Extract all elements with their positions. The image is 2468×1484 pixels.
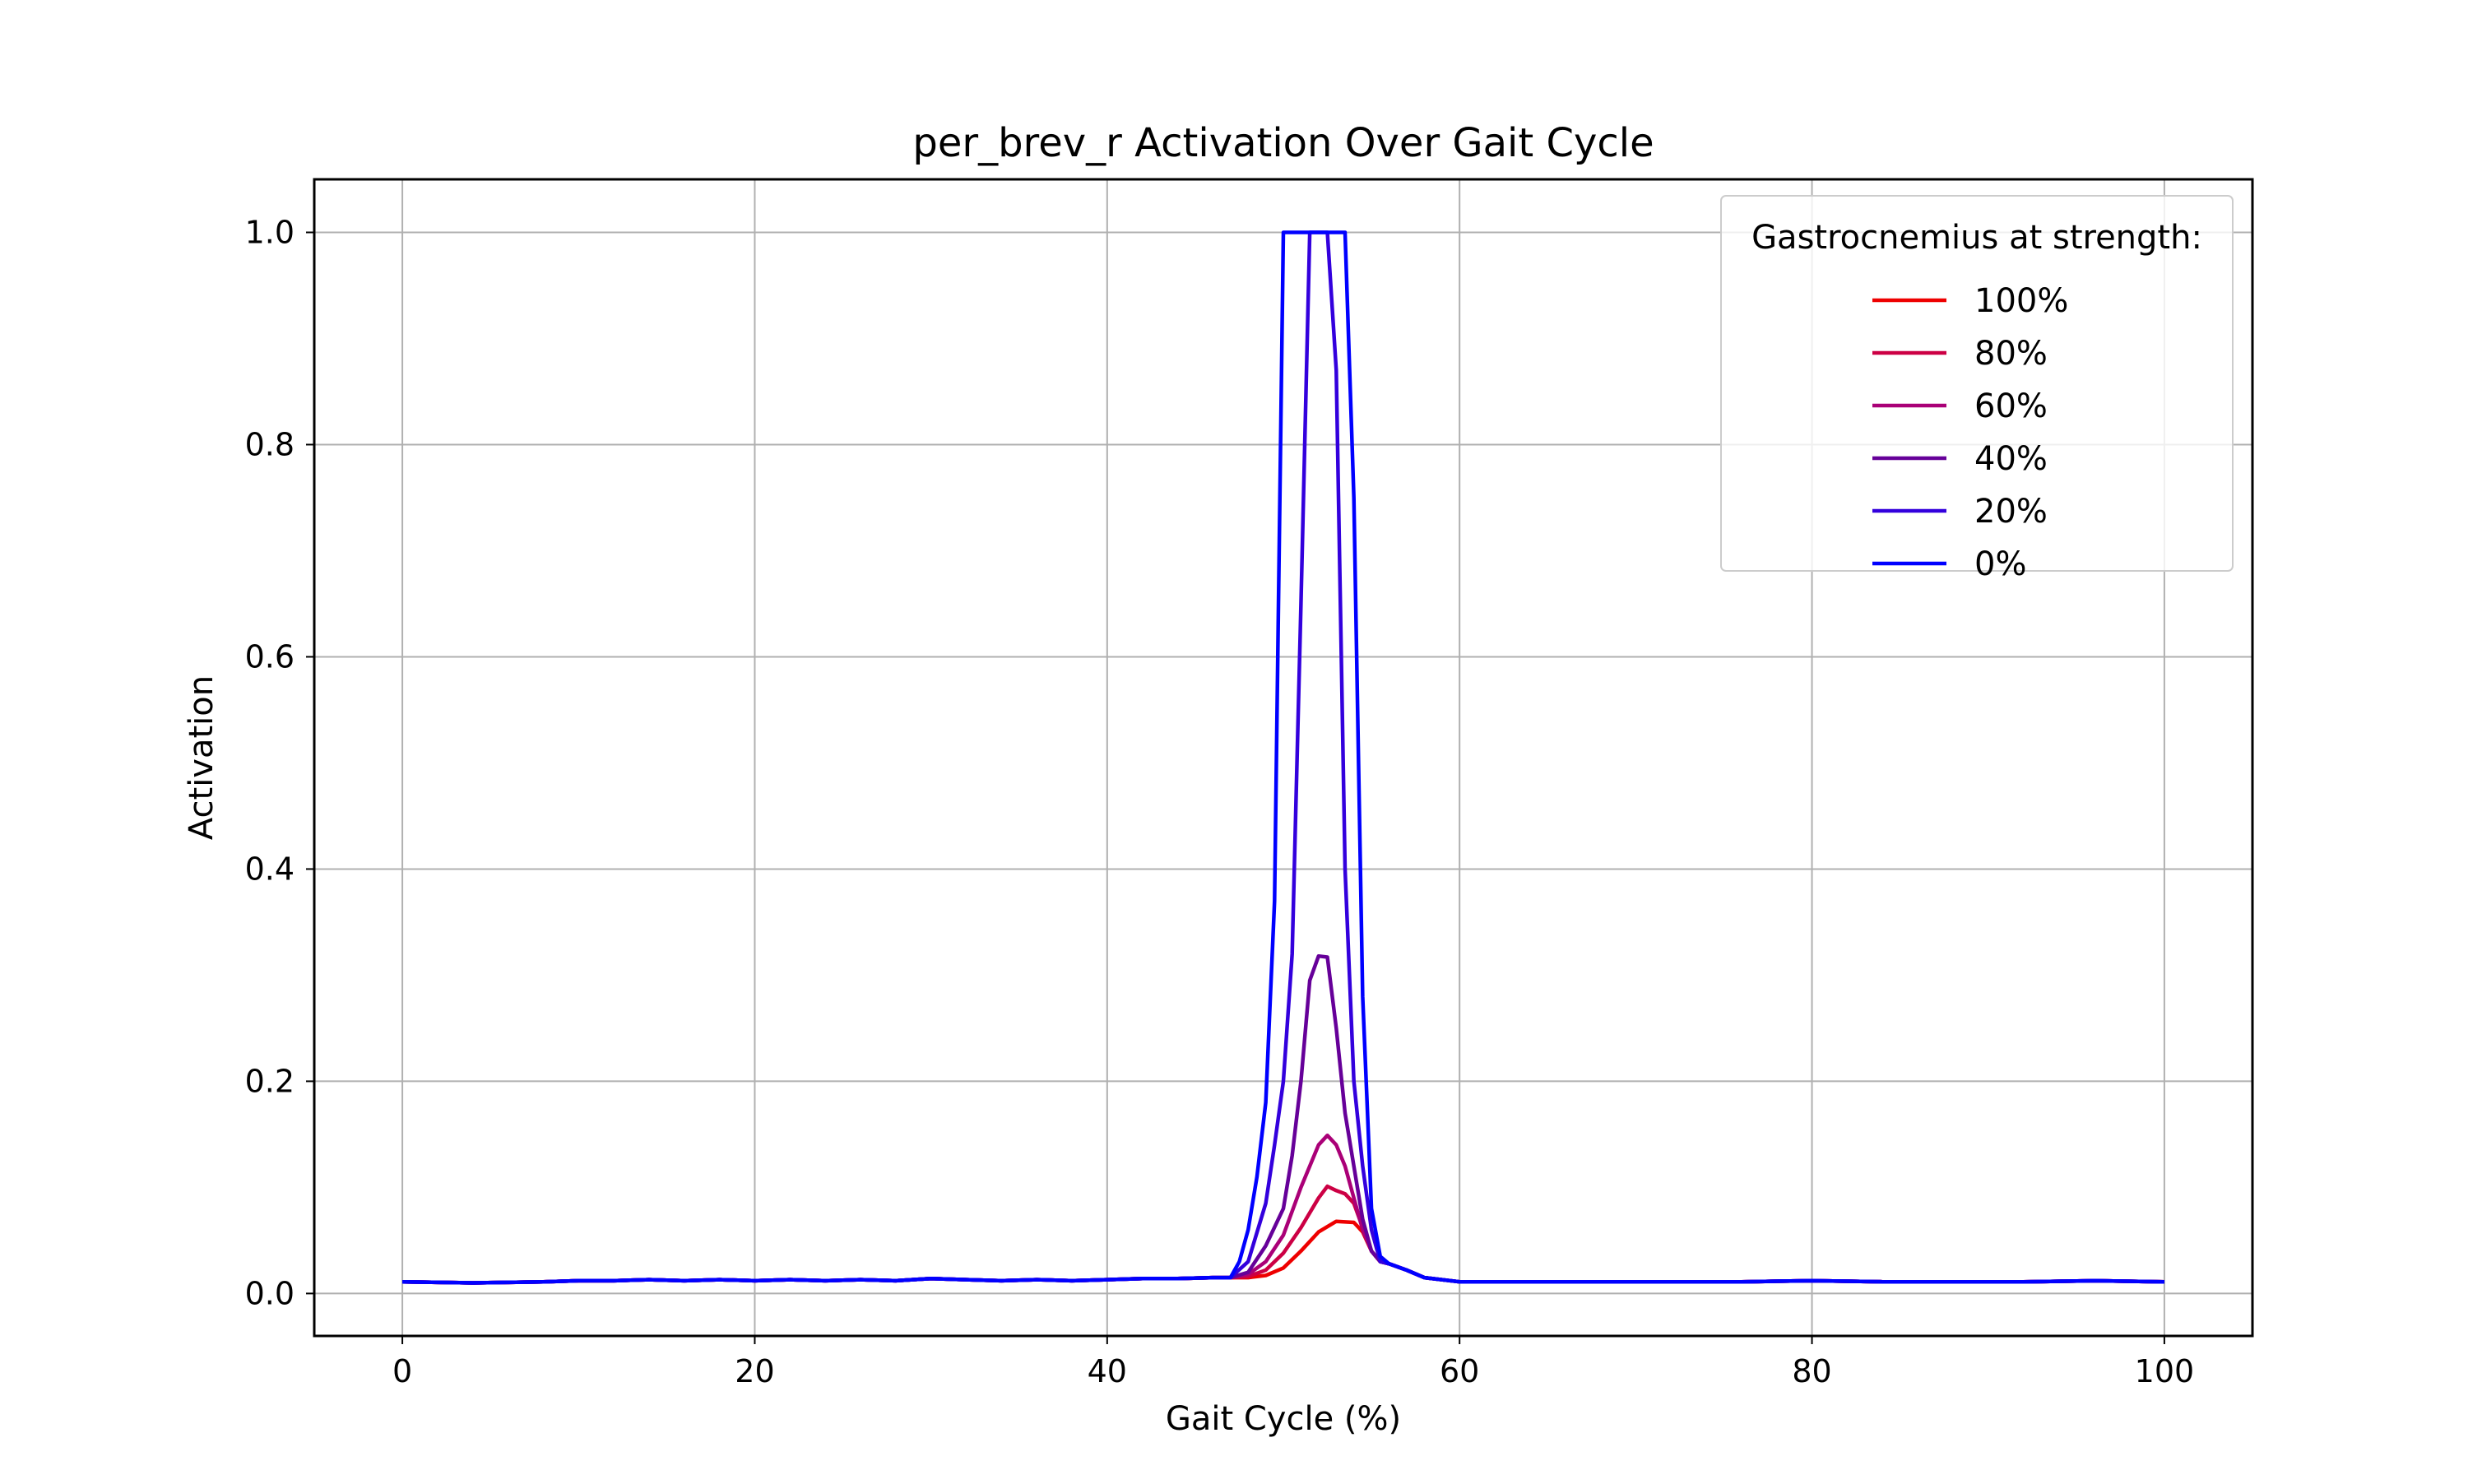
legend-label: 100% <box>1974 282 2068 320</box>
y-tick-label: 0.8 <box>245 426 295 462</box>
legend-label: 60% <box>1974 387 2048 425</box>
series-lines <box>402 230 2164 1285</box>
series-line-0pct <box>402 230 2164 1285</box>
y-tick-label: 0.0 <box>245 1275 295 1311</box>
legend: Gastrocnemius at strength: 100% 80% 60% 40%… <box>1720 195 2234 583</box>
axis-ticks: 0 20 40 60 80 100 0.0 0.2 0.4 0.6 0.8 1.0 <box>245 214 2195 1389</box>
x-axis-label: Gait Cycle (%) <box>1166 1400 1401 1438</box>
x-tick-label: 40 <box>1088 1353 1127 1389</box>
y-tick-label: 0.4 <box>245 851 295 887</box>
legend-label: 80% <box>1974 335 2048 373</box>
x-tick-label: 20 <box>735 1353 774 1389</box>
y-tick-label: 0.6 <box>245 638 295 675</box>
plot-frame <box>313 178 2254 1338</box>
x-tick-label: 0 <box>392 1353 412 1389</box>
chart-title: per_brev_r Activation Over Gait Cycle <box>912 120 1654 166</box>
legend-label: 40% <box>1974 440 2048 478</box>
y-axis-label: Activation <box>183 675 220 840</box>
legend-box <box>1720 195 2234 572</box>
legend-label: 20% <box>1974 493 2048 531</box>
y-tick-label: 1.0 <box>245 214 295 250</box>
y-tick-label: 0.2 <box>245 1063 295 1099</box>
legend-label: 0% <box>1974 545 2026 583</box>
x-tick-label: 100 <box>2135 1353 2195 1389</box>
x-tick-label: 80 <box>1792 1353 1831 1389</box>
legend-title: Gastrocnemius at strength: <box>1751 219 2202 257</box>
x-tick-label: 60 <box>1440 1353 1479 1389</box>
